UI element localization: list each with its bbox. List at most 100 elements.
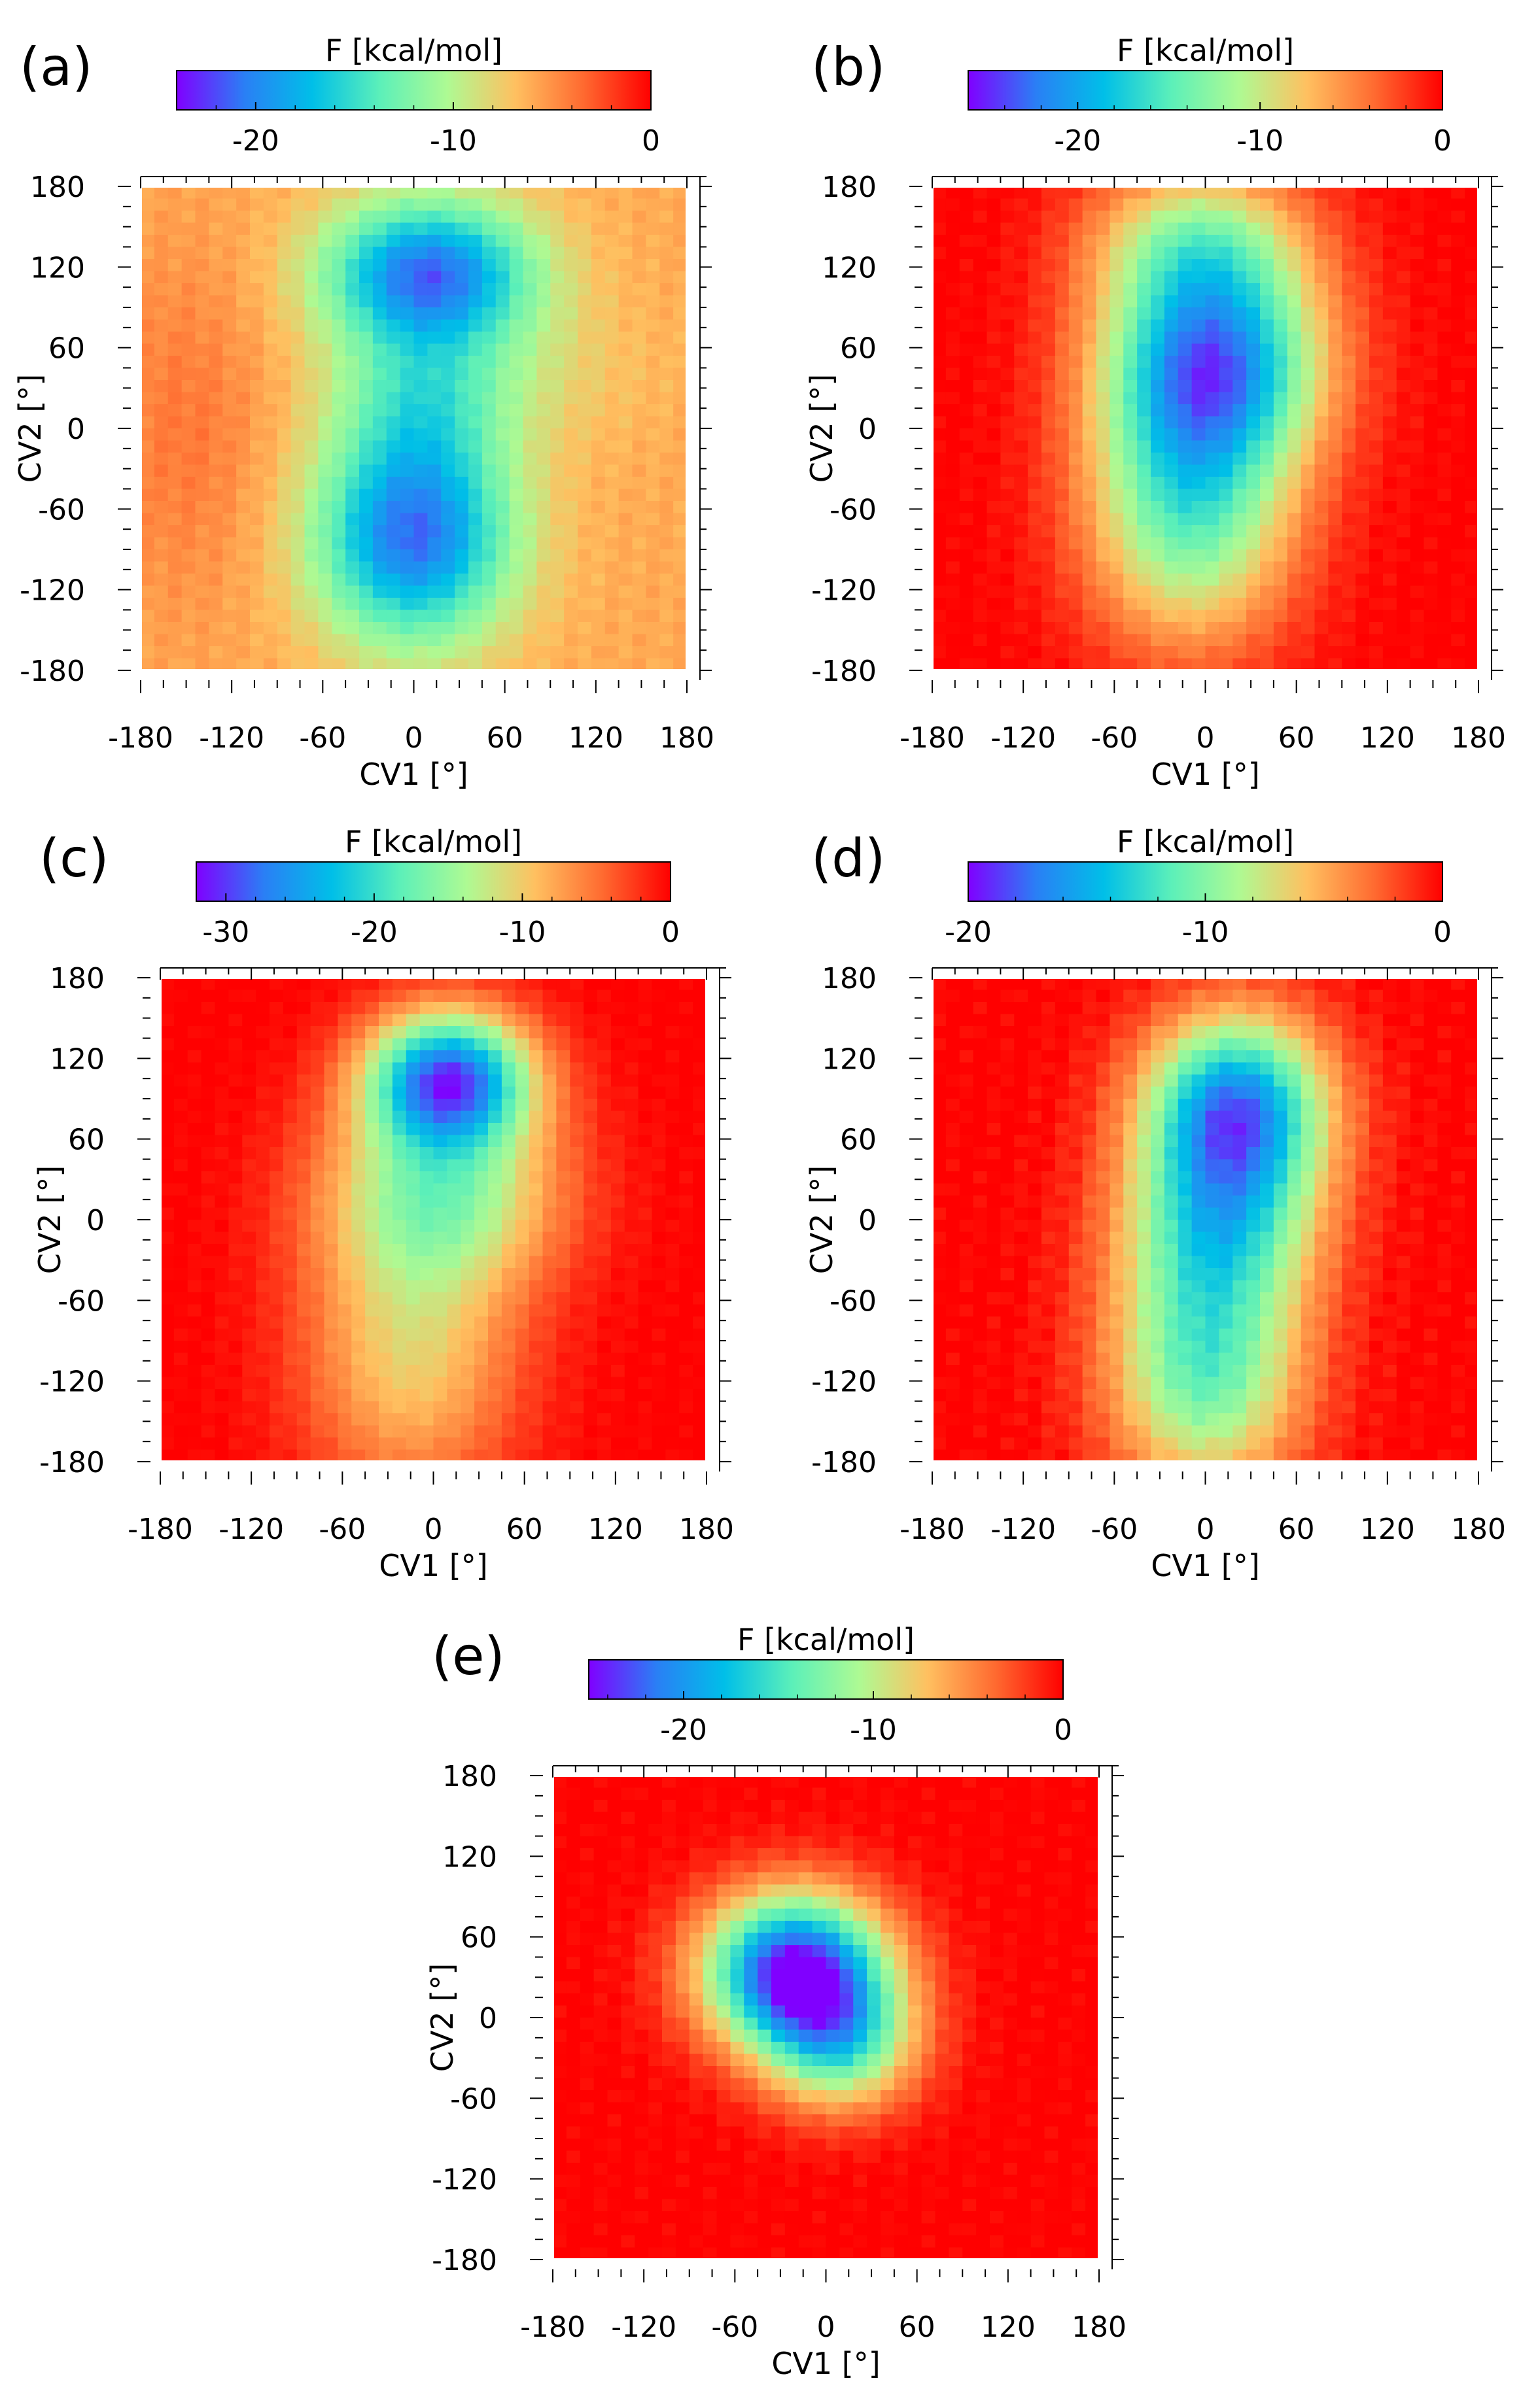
heatmap-cell	[296, 1014, 311, 1027]
heatmap-cell	[488, 1341, 502, 1354]
heatmap-cell	[515, 1038, 530, 1051]
heatmap-cell	[624, 1086, 639, 1099]
heatmap-cell	[652, 1123, 666, 1136]
heatmap-cell	[386, 271, 401, 284]
heatmap-cell	[570, 1365, 584, 1378]
heatmap-cell	[413, 404, 428, 417]
heatmap-cell	[310, 1038, 325, 1051]
heatmap-cell	[1246, 235, 1261, 248]
heatmap-cell	[1287, 428, 1302, 441]
heatmap-cell	[338, 1341, 352, 1354]
heatmap-cell	[515, 1026, 530, 1039]
heatmap-cell	[509, 319, 524, 332]
heatmap-cell	[386, 453, 401, 466]
heatmap-cell	[290, 453, 306, 466]
heatmap-cell	[1396, 658, 1411, 671]
heatmap-cell	[277, 634, 292, 647]
heatmap-cell	[1424, 283, 1438, 296]
heatmap-cell	[591, 440, 606, 453]
heatmap-cell	[945, 598, 960, 611]
heatmap-cell	[1137, 489, 1151, 502]
heatmap-cell	[173, 1389, 188, 1402]
heatmap-cell	[1082, 525, 1097, 538]
heatmap-cell	[250, 585, 264, 598]
heatmap-cell	[406, 1026, 421, 1039]
heatmap-cell	[509, 198, 524, 211]
heatmap-cell	[523, 319, 537, 332]
heatmap-cell	[351, 1280, 366, 1293]
heatmap-cell	[324, 1352, 338, 1366]
heatmap-cell	[665, 1220, 680, 1233]
heatmap-cell	[1178, 585, 1193, 598]
heatmap-cell	[277, 549, 292, 562]
heatmap-cell	[359, 574, 374, 587]
heatmap-cell	[550, 222, 565, 235]
heatmap-cell	[1437, 235, 1452, 248]
heatmap-cell	[365, 989, 379, 1003]
heatmap-cell	[1451, 404, 1465, 417]
heatmap-cell	[665, 1413, 680, 1426]
heatmap-cell	[932, 537, 947, 550]
heatmap-cell	[529, 989, 544, 1003]
heatmap-cell	[1232, 380, 1247, 393]
heatmap-cell	[181, 549, 196, 562]
heatmap-cell	[154, 356, 169, 369]
heatmap-cell	[1382, 271, 1397, 284]
heatmap-cell	[1342, 440, 1356, 453]
heatmap-cell	[1465, 404, 1479, 417]
heatmap-cell	[578, 537, 592, 550]
heatmap-cell	[228, 1026, 243, 1039]
heatmap-cell	[556, 1195, 570, 1209]
heatmap-cell	[1096, 561, 1110, 574]
panel-label: (a)	[20, 37, 92, 97]
heatmap-cell	[673, 513, 688, 526]
heatmap-cell	[959, 646, 974, 659]
heatmap-cell	[209, 211, 223, 224]
heatmap-cell	[1465, 585, 1479, 598]
heatmap-cell	[515, 1328, 530, 1341]
heatmap-cell	[413, 513, 428, 526]
heatmap-cell	[1219, 561, 1233, 574]
heatmap-cell	[652, 1026, 666, 1039]
heatmap-cell	[468, 537, 483, 550]
heatmap-cell	[1287, 283, 1302, 296]
heatmap-cell	[515, 1292, 530, 1305]
heatmap-cell	[461, 1413, 475, 1426]
heatmap-cell	[973, 392, 988, 405]
heatmap-cell	[1465, 598, 1479, 611]
heatmap-cell	[536, 343, 551, 356]
heatmap-cell	[283, 1038, 298, 1051]
heatmap-cell	[1041, 416, 1056, 429]
heatmap-cell	[501, 1377, 516, 1390]
heatmap-cell	[386, 428, 401, 441]
heatmap-cell	[1219, 453, 1233, 466]
heatmap-cell	[296, 1135, 311, 1148]
heatmap-cell	[591, 283, 606, 296]
heatmap-cell	[1369, 574, 1384, 587]
heatmap-cell	[215, 1268, 229, 1281]
heatmap-cell	[1287, 319, 1302, 332]
heatmap-cell	[693, 1014, 707, 1027]
heatmap-cell	[693, 1135, 707, 1148]
heatmap-cell	[400, 525, 415, 538]
heatmap-cell	[236, 440, 251, 453]
heatmap-cell	[1014, 537, 1028, 550]
heatmap-cell	[1151, 585, 1165, 598]
heatmap-cell	[638, 1207, 653, 1220]
heatmap-cell	[1000, 198, 1015, 211]
heatmap-cell	[542, 1014, 557, 1027]
heatmap-cell	[987, 513, 1001, 526]
heatmap-cell	[209, 501, 223, 514]
heatmap-cell	[1028, 598, 1042, 611]
heatmap-cell	[1055, 501, 1070, 514]
heatmap-cell	[455, 549, 469, 562]
heatmap-cell	[1219, 501, 1233, 514]
heatmap-cell	[1382, 501, 1397, 514]
heatmap-cell	[1273, 453, 1288, 466]
heatmap-cell	[386, 658, 401, 671]
heatmap-cell	[256, 1316, 270, 1330]
heatmap-cell	[365, 1099, 379, 1112]
heatmap-cell	[1355, 501, 1370, 514]
heatmap-cell	[591, 453, 606, 466]
heatmap-cell	[536, 319, 551, 332]
